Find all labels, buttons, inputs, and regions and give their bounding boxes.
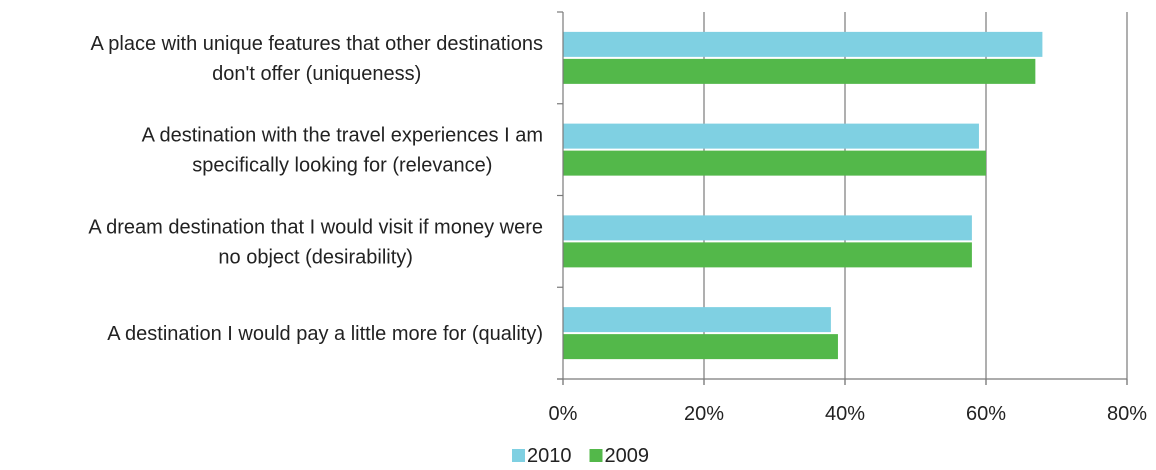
category-label: A destination I would pay a little more … — [107, 323, 543, 345]
bar-2009 — [563, 334, 838, 360]
x-tick-label: 80% — [1107, 403, 1147, 425]
axes — [557, 11, 1128, 385]
legend: 2010 2009 — [512, 445, 649, 467]
legend-swatch-2009 — [589, 449, 603, 462]
bar-2009 — [563, 58, 1036, 84]
category-label: A dream destination that I would visit i… — [88, 216, 543, 238]
bars — [563, 31, 1043, 360]
bar-2010 — [563, 307, 831, 333]
x-tick-label: 60% — [966, 403, 1006, 425]
bar-2009 — [563, 242, 972, 268]
category-label: don't offer (uniqueness) — [212, 63, 421, 85]
category-label: A place with unique features that other … — [90, 33, 543, 55]
bar-2009 — [563, 150, 986, 176]
category-label: no object (desirability) — [218, 246, 413, 268]
legend-label: 2009 — [605, 445, 650, 467]
bar-2010 — [563, 123, 979, 149]
category-label: A destination with the travel experience… — [142, 125, 543, 147]
category-labels: A place with unique features that other … — [88, 33, 543, 345]
bar-2010 — [563, 31, 1043, 57]
x-tick-label: 0% — [549, 403, 578, 425]
bar-2010 — [563, 215, 972, 241]
legend-swatch-2010 — [512, 449, 525, 462]
legend-label: 2010 — [527, 445, 572, 467]
x-tick-label: 40% — [825, 403, 865, 425]
category-label: specifically looking for (relevance) — [192, 155, 492, 177]
x-tick-labels: 0% 20% 40% 60% 80% — [549, 403, 1148, 425]
x-tick-label: 20% — [684, 403, 724, 425]
